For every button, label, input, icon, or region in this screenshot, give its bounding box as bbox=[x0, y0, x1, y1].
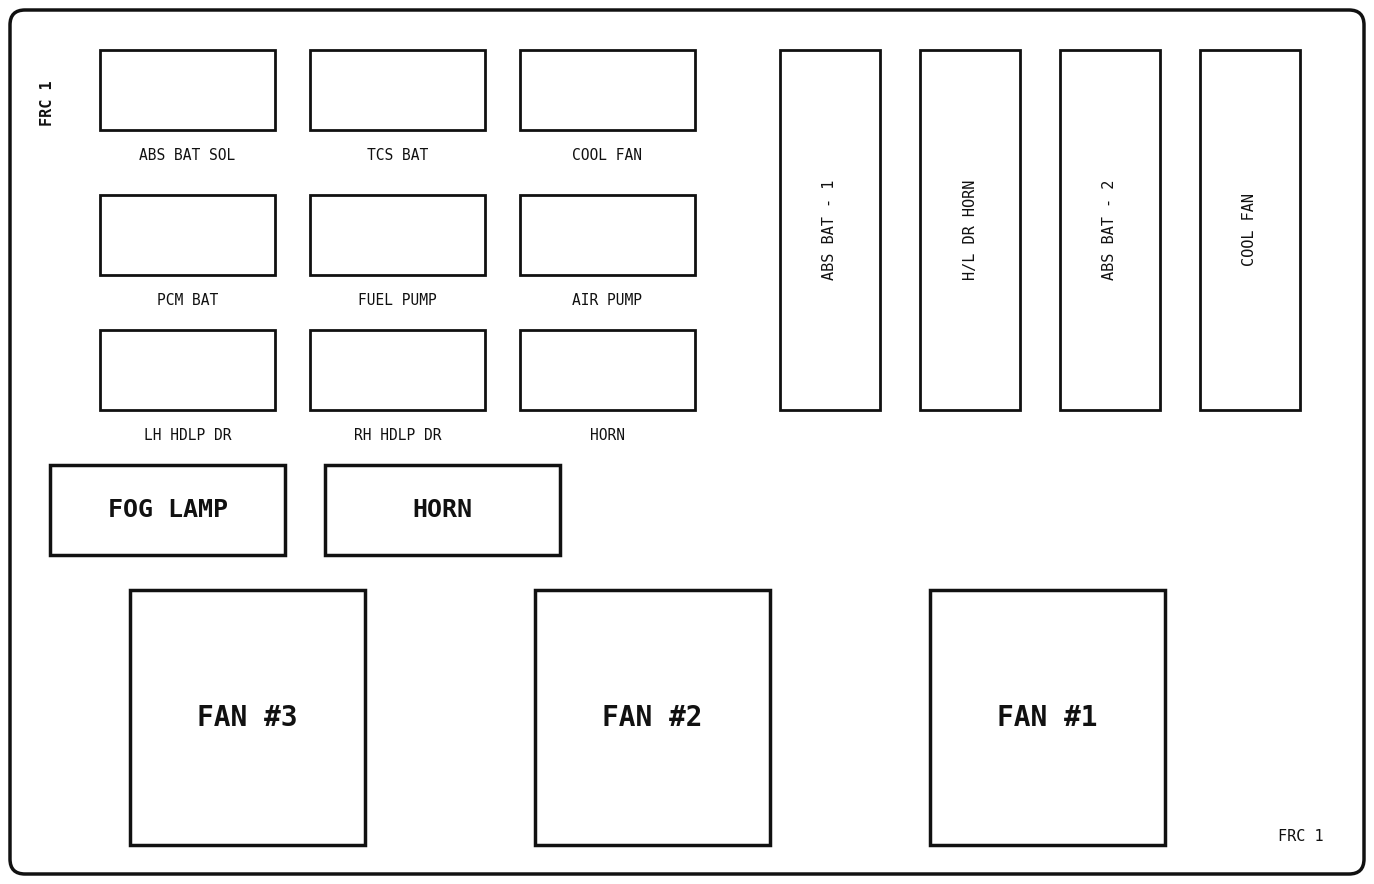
Text: PCM BAT: PCM BAT bbox=[157, 293, 218, 308]
Text: FRC 1: FRC 1 bbox=[40, 80, 55, 126]
Bar bbox=[780, 50, 879, 410]
Bar bbox=[100, 50, 275, 130]
Bar bbox=[519, 330, 695, 410]
Bar bbox=[100, 330, 275, 410]
Text: TCS BAT: TCS BAT bbox=[367, 148, 429, 163]
Text: HORN: HORN bbox=[589, 428, 625, 443]
Bar bbox=[921, 50, 1020, 410]
Text: FAN #3: FAN #3 bbox=[198, 704, 298, 731]
Bar bbox=[326, 465, 561, 555]
Text: HORN: HORN bbox=[412, 498, 473, 522]
Bar bbox=[1200, 50, 1300, 410]
Text: ABS BAT - 2: ABS BAT - 2 bbox=[1102, 179, 1117, 280]
FancyBboxPatch shape bbox=[10, 10, 1364, 874]
Text: LH HDLP DR: LH HDLP DR bbox=[144, 428, 231, 443]
Text: ABS BAT - 1: ABS BAT - 1 bbox=[823, 179, 838, 280]
Bar bbox=[311, 50, 485, 130]
Text: AIR PUMP: AIR PUMP bbox=[573, 293, 643, 308]
Bar bbox=[311, 330, 485, 410]
Bar bbox=[519, 50, 695, 130]
Text: FAN #1: FAN #1 bbox=[998, 704, 1098, 731]
Bar bbox=[1059, 50, 1160, 410]
Bar bbox=[534, 590, 769, 845]
Bar bbox=[930, 590, 1165, 845]
Bar bbox=[49, 465, 284, 555]
Text: RH HDLP DR: RH HDLP DR bbox=[353, 428, 441, 443]
Text: FRC 1: FRC 1 bbox=[1278, 829, 1325, 844]
Text: ABS BAT SOL: ABS BAT SOL bbox=[139, 148, 235, 163]
Bar bbox=[131, 590, 365, 845]
Bar bbox=[100, 195, 275, 275]
Bar bbox=[311, 195, 485, 275]
Text: FAN #2: FAN #2 bbox=[602, 704, 702, 731]
Text: H/L DR HORN: H/L DR HORN bbox=[963, 179, 977, 280]
Bar bbox=[519, 195, 695, 275]
Text: COOL FAN: COOL FAN bbox=[1242, 194, 1257, 266]
Text: FUEL PUMP: FUEL PUMP bbox=[359, 293, 437, 308]
Text: FOG LAMP: FOG LAMP bbox=[107, 498, 228, 522]
Text: COOL FAN: COOL FAN bbox=[573, 148, 643, 163]
